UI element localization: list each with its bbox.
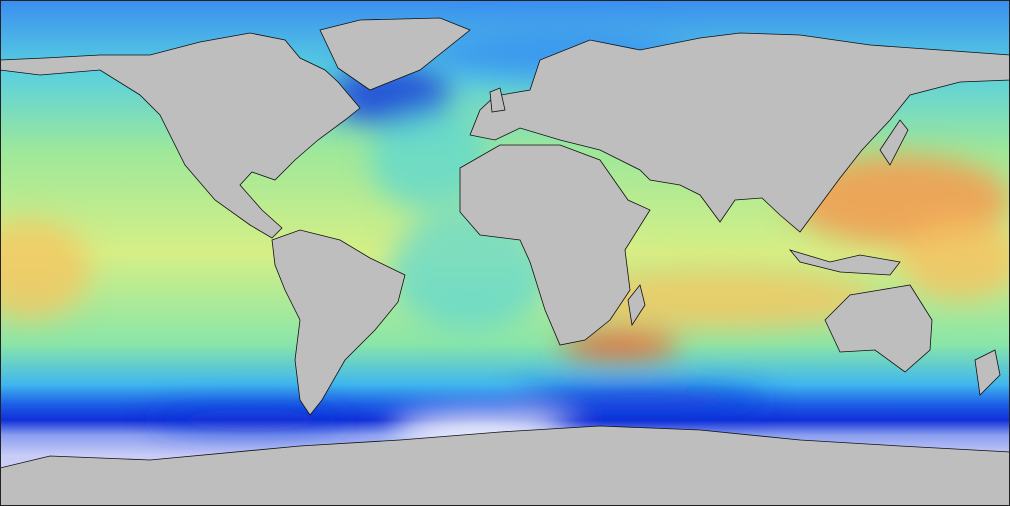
ocean-patterns (0, 30, 1010, 448)
land (0, 17, 1010, 506)
